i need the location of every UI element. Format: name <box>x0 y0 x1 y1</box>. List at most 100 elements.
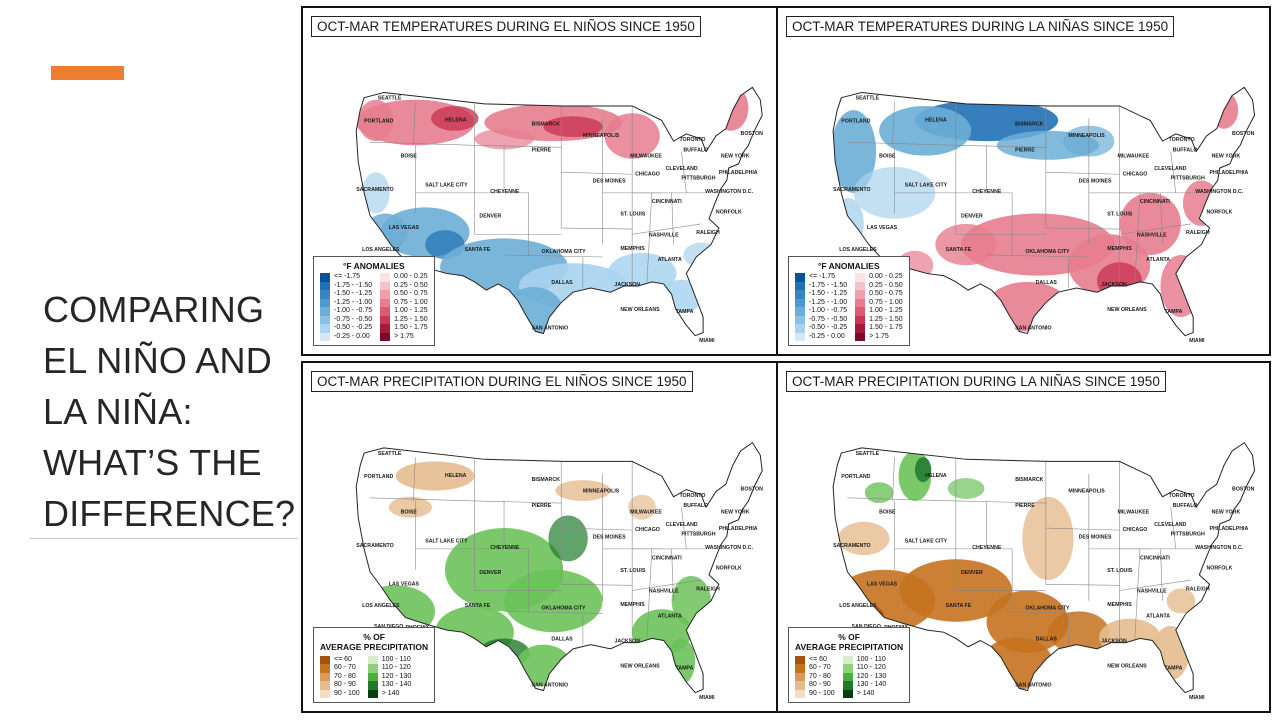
city-label: DENVER <box>479 570 501 576</box>
legend-label: 0.75 - 1.00 <box>869 298 903 306</box>
legend-entry: 110 - 120 <box>367 664 412 673</box>
state-border <box>504 611 603 614</box>
legend-entry: -0.50 - -0.25 <box>795 324 847 333</box>
legend-label: -1.75 - -1.50 <box>809 281 848 289</box>
city-label: MIAMI <box>699 695 715 701</box>
title-divider <box>30 538 298 539</box>
shaded-region <box>986 590 1069 653</box>
legend-swatch <box>320 332 330 341</box>
state-border <box>847 497 956 502</box>
legend-entry: -0.75 - -0.50 <box>320 315 372 324</box>
precipitation-legend: % OF AVERAGE PRECIPITATION <= 60 60 - 70 70 … <box>313 626 436 703</box>
city-label: WASHINGTON D.C. <box>1195 545 1244 551</box>
legend-swatch <box>380 298 391 307</box>
city-label: PIERRE <box>532 147 552 153</box>
legend-entry: <= 60 <box>320 655 360 664</box>
city-label: MINNEAPOLIS <box>583 489 620 495</box>
title-line: WHAT’S THE <box>43 442 262 483</box>
state-border <box>1045 583 1120 586</box>
city-label: MIAMI <box>1189 695 1205 701</box>
city-label: NORFOLK <box>1206 210 1232 216</box>
city-label: WASHINGTON D.C. <box>1195 189 1244 195</box>
shaded-region <box>628 494 656 520</box>
city-label: LOS ANGELES <box>362 247 400 253</box>
legend-swatch <box>320 689 330 698</box>
legend-title: AVERAGE PRECIPITATION <box>795 641 904 652</box>
city-label: HELENA <box>925 473 947 479</box>
legend-label: -0.25 - 0.00 <box>334 332 370 340</box>
city-label: LOS ANGELES <box>839 247 877 253</box>
city-label: MIAMI <box>699 338 715 344</box>
legend-entry: -1.75 - -1.50 <box>795 281 848 290</box>
legend-entry: 1.25 - 1.50 <box>380 315 428 324</box>
legend-swatch <box>320 273 330 282</box>
city-label: LOS ANGELES <box>839 603 877 609</box>
legend-entry: -1.25 - -1.00 <box>320 298 372 307</box>
legend-label: 120 - 130 <box>856 672 887 680</box>
city-label: LAS VEGAS <box>867 581 898 587</box>
city-label: CLEVELAND <box>1154 166 1186 172</box>
legend-entry: 0.25 - 0.50 <box>380 281 428 290</box>
legend-label: > 140 <box>856 689 875 697</box>
legend-label: 1.50 - 1.75 <box>869 324 903 331</box>
legend-swatch <box>380 281 391 290</box>
legend-swatch <box>855 307 866 316</box>
shaded-region <box>833 198 864 250</box>
legend-swatch <box>842 664 853 673</box>
legend-entry: <= 60 <box>795 655 835 664</box>
city-label: PIERRE <box>1015 503 1035 509</box>
legend-label: 1.25 - 1.50 <box>869 315 903 323</box>
legend-entry: -1.25 - -1.00 <box>795 298 847 307</box>
city-label: ATLANTA <box>1146 257 1170 263</box>
city-label: DES MOINES <box>1079 179 1112 185</box>
legend-swatch <box>842 681 853 690</box>
legend-entry: 80 - 90 <box>795 681 835 690</box>
legend-swatch <box>855 324 866 333</box>
legend-entry: 0.75 - 1.00 <box>855 298 903 307</box>
state-border <box>671 192 674 245</box>
city-label: RALEIGH <box>1186 587 1210 593</box>
shaded-region <box>548 515 588 562</box>
city-label: DES MOINES <box>1079 534 1112 540</box>
legend-entry: 60 - 70 <box>795 664 835 673</box>
city-label: BISMARCK <box>1015 122 1043 128</box>
city-label: CLEVELAND <box>666 522 698 528</box>
city-label: SEATTLE <box>378 451 402 457</box>
legend-entry: 1.25 - 1.50 <box>855 315 903 324</box>
city-label: NORFOLK <box>716 566 742 572</box>
legend-title: % OF <box>363 631 385 642</box>
precipitation-legend: % OF AVERAGE PRECIPITATION <= 60 60 - 70 70 … <box>788 626 911 703</box>
city-label: OKLAHOMA CITY <box>541 605 586 611</box>
legend-swatch <box>795 655 805 664</box>
precip-elnino-panel: OCT-MAR PRECIPITATION DURING EL NIÑOS SI… <box>301 361 778 713</box>
legend-entry: 120 - 130 <box>367 672 411 681</box>
shaded-region <box>879 105 972 156</box>
legend-entry: > 1.75 <box>380 332 427 341</box>
city-label: NASHVILLE <box>649 589 679 595</box>
city-label: SEATTLE <box>378 96 402 102</box>
city-label: ATLANTA <box>658 614 682 620</box>
legend-swatch <box>795 664 805 673</box>
shaded-region <box>838 521 890 556</box>
state-border <box>370 141 475 146</box>
state-border <box>986 254 1089 258</box>
city-label: ST. LOUIS <box>1107 568 1133 574</box>
us-map: SEATTLE PORTLAND BOISE HELENA BISMARCK MINNEA… <box>832 441 1256 701</box>
legend-swatch <box>795 689 805 698</box>
city-label: NEW ORLEANS <box>1107 664 1147 670</box>
city-label: HELENA <box>445 117 467 123</box>
legend-label: -1.75 - -1.50 <box>334 281 373 289</box>
legend-title: °F ANOMALIES <box>342 261 405 271</box>
legend-swatch <box>855 332 866 341</box>
city-label: CLEVELAND <box>666 166 698 172</box>
temperature-legend: °F ANOMALIES <= -1.75 -1.75 - -1.50 -1.50 -… <box>313 256 435 346</box>
legend-swatch <box>855 298 866 307</box>
legend-label: -0.75 - -0.50 <box>809 315 848 323</box>
city-label: PITTSBURGH <box>681 175 715 181</box>
legend-swatch <box>795 290 805 299</box>
legend-entry: -0.25 - 0.00 <box>795 332 847 341</box>
city-label: CHEYENNE <box>972 189 1002 195</box>
shaded-region <box>362 172 390 214</box>
legend-label: 0.25 - 0.50 <box>869 281 903 289</box>
city-label: ATLANTA <box>1146 614 1170 620</box>
